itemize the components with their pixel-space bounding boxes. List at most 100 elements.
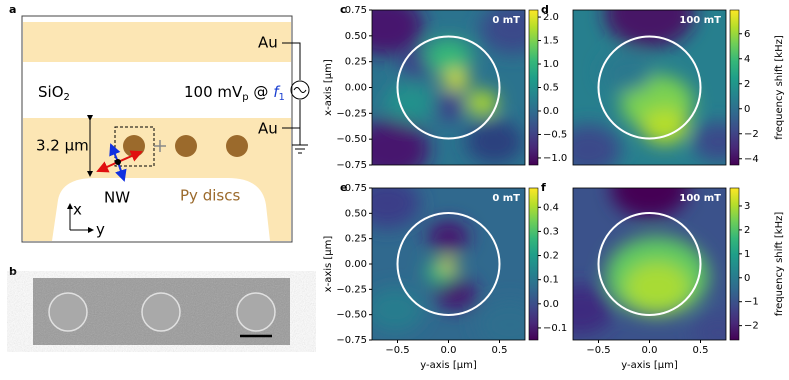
disc-outline: [396, 35, 501, 140]
nw-label: NW: [104, 189, 130, 207]
y-axis-label: x-axis [μm]: [323, 59, 334, 116]
panel-label: c: [340, 3, 347, 16]
colorbar: [528, 187, 539, 341]
field-blob: [372, 10, 424, 56]
heatmap-panel: 100 mT f −0.5 0.0 0.5 y-axis [μm] −2 −1 0 1 2 3 freq…: [541, 181, 785, 371]
field-texture: [372, 10, 525, 165]
field-blob: [372, 188, 420, 229]
colorbar-tick-label: 6: [744, 29, 750, 40]
x-tick-label: 0.0: [642, 345, 658, 356]
field-blob: [443, 69, 470, 90]
text: 100 mV: [184, 83, 243, 101]
disc: [123, 135, 145, 157]
field-image: [372, 10, 525, 165]
colorbar: [528, 9, 539, 166]
y-tick-label: 0.75: [345, 5, 367, 16]
x-tick-label: 0.5: [492, 345, 508, 356]
colorbar-tick-label: −4: [744, 154, 759, 165]
text: 2: [64, 92, 70, 103]
colorbar-tick-label: 1.0: [543, 59, 559, 70]
panel-label: b: [9, 265, 17, 278]
colorbar-tick-label: −2: [744, 321, 759, 332]
colorbar-tick-label: −0.1: [543, 323, 567, 334]
colorbar: [729, 9, 740, 166]
colorbar-label: frequency shift [kHz]: [774, 35, 785, 140]
y-tick-label: −0.50: [336, 134, 367, 145]
text: 1: [278, 92, 284, 103]
colorbar-tick-label: 2.0: [543, 12, 559, 23]
panel-b: b: [9, 265, 290, 345]
colorbar-tick-label: −1.0: [543, 153, 567, 164]
text: SiO: [38, 83, 64, 101]
colorbar-tick-label: −1: [744, 297, 759, 308]
field-blob: [430, 92, 467, 121]
colorbar-tick-label: 2: [744, 225, 750, 236]
colorbar-tick-label: 1.5: [543, 36, 559, 47]
panel-label: f: [541, 181, 546, 194]
sio2-label: SiO2: [38, 83, 70, 104]
x-axis-label: y-axis [μm]: [621, 360, 678, 371]
field-blob: [573, 124, 621, 165]
x-tick-label: −0.5: [586, 345, 610, 356]
heatmap-panel: 100 mT d −4 −2 0 2 4 6 frequency shift [kHz]: [541, 3, 785, 166]
x-axis-label: y-axis [μm]: [420, 360, 477, 371]
field-blob: [372, 119, 430, 165]
colorbar-tick-label: 1: [744, 249, 750, 260]
disc: [175, 135, 197, 157]
field-blob: [610, 188, 689, 218]
colorbar-label: frequency shift [kHz]: [774, 212, 785, 317]
colorbar-tick-label: 0.2: [543, 251, 559, 262]
y-tick-label: −0.25: [336, 284, 367, 295]
x-tick-label: −0.5: [385, 345, 409, 356]
y-tick-label: −0.25: [336, 108, 367, 119]
arrow: [109, 143, 121, 163]
disc-outline: [597, 35, 702, 140]
heatmap-panel: 0 mT c −0.75 −0.50 −0.25 0.00 0.25 0.50 0.75 x-ax…: [323, 3, 567, 171]
field-blob: [641, 108, 689, 145]
y-tick-label: 0.75: [345, 183, 367, 194]
y-tick-label: −0.75: [336, 160, 367, 171]
field-blob: [600, 52, 653, 92]
field-blob: [435, 278, 477, 311]
sem-discs: [48, 292, 276, 332]
x-tick-label: 0.5: [693, 345, 709, 356]
field-label: 100 mT: [679, 15, 721, 26]
field-image: [573, 10, 726, 165]
field-blob: [384, 83, 437, 123]
y-tick-label: −0.50: [336, 310, 367, 321]
disc-outline: [396, 212, 501, 316]
heatmap-panel: 0 mT e −0.5 0.0 0.5 −0.75 −0.50 −0.25 0.00 0.25 0.…: [323, 181, 567, 371]
y-tick-label: −0.75: [336, 335, 367, 346]
field-image: [573, 188, 726, 340]
field-blob: [440, 258, 457, 270]
colorbar-tick-label: 0: [744, 273, 750, 284]
disc-outline: [597, 212, 702, 316]
arrow: [117, 150, 143, 163]
arrow: [96, 161, 119, 173]
plot-frame: [572, 9, 727, 166]
field-blob: [372, 287, 424, 332]
colorbar-tick-label: 0.0: [543, 106, 559, 117]
panel-a: a Au SiO2 100 mVp @ f1 Au 3.2 µm NW Py d…: [9, 3, 310, 243]
axis-label: y: [96, 221, 105, 239]
field-blob: [692, 121, 726, 162]
discs-label: Py discs: [180, 187, 240, 205]
colorbar-tick-label: 0.1: [543, 275, 559, 286]
field-texture: [573, 188, 726, 340]
field-blob: [480, 10, 525, 54]
y-tick-label: 0.50: [345, 208, 367, 219]
colorbar-tick-label: 4: [744, 54, 750, 65]
colorbar-tick-label: 2: [744, 79, 750, 90]
field-blob: [604, 10, 695, 49]
x-tick-label: 0.0: [441, 345, 457, 356]
y-tick-label: 0.00: [345, 259, 367, 270]
au-strip: [23, 22, 291, 62]
disc: [226, 135, 248, 157]
panel-label: e: [340, 181, 347, 194]
colorbar-tick-label: −2: [744, 129, 759, 140]
field-blob: [477, 299, 525, 340]
field-blob: [624, 261, 690, 312]
circuit: [282, 42, 310, 154]
field-blob: [465, 119, 523, 164]
